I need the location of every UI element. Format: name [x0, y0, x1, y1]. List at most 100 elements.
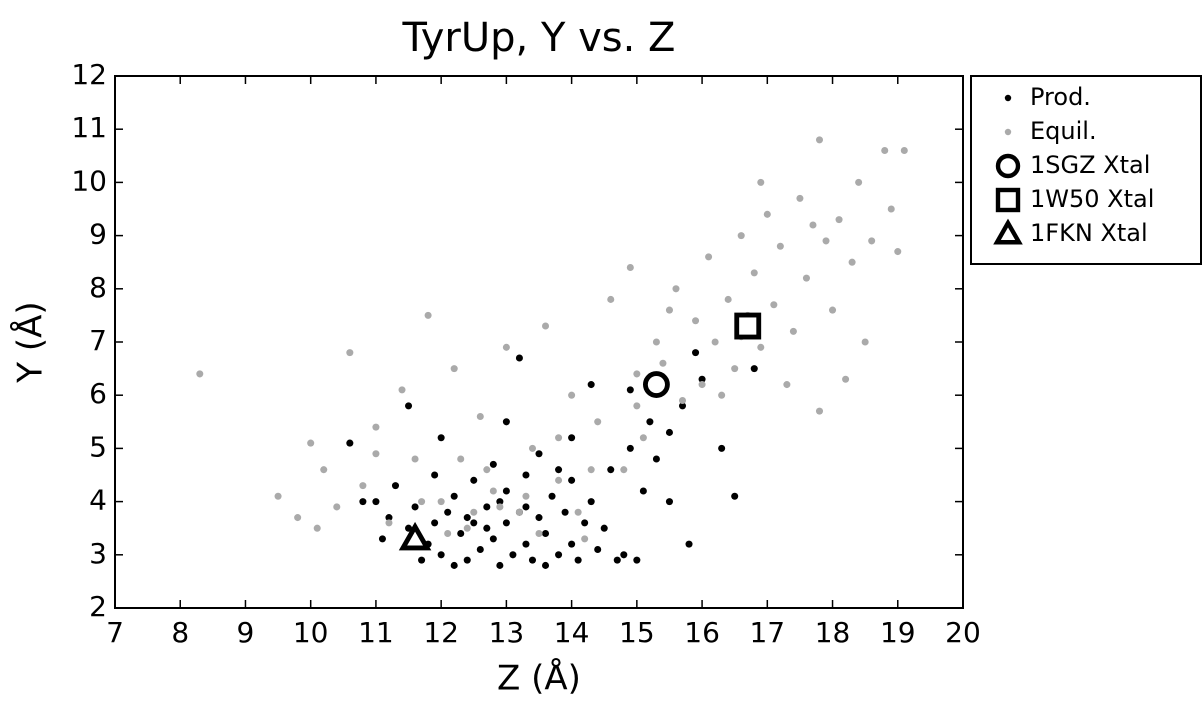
- point: [646, 418, 654, 426]
- point: [431, 519, 439, 527]
- point: [489, 535, 497, 543]
- point: [535, 514, 543, 522]
- point: [698, 381, 706, 389]
- y-tick-label: 7: [89, 324, 107, 357]
- point: [535, 530, 543, 538]
- point: [437, 551, 445, 559]
- point: [665, 498, 673, 506]
- point: [398, 386, 406, 394]
- x-tick-label: 16: [684, 616, 720, 649]
- x-tick-label: 14: [554, 616, 590, 649]
- legend-label: 1W50 Xtal: [1030, 185, 1154, 213]
- point: [372, 423, 380, 431]
- point: [424, 311, 432, 319]
- point: [685, 540, 693, 548]
- point: [796, 194, 804, 202]
- y-tick-label: 4: [89, 484, 107, 517]
- point: [391, 482, 400, 490]
- point: [783, 381, 791, 389]
- point: [385, 519, 393, 527]
- x-tick-label: 7: [106, 616, 124, 649]
- point: [620, 551, 628, 559]
- point: [515, 508, 523, 516]
- x-tick-label: 19: [880, 616, 916, 649]
- point: [515, 354, 523, 362]
- x-tick-label: 20: [945, 616, 981, 649]
- point: [855, 178, 863, 186]
- point: [522, 471, 530, 479]
- point: [405, 524, 413, 532]
- point: [770, 301, 778, 309]
- legend-marker: [1004, 94, 1012, 102]
- point: [581, 535, 589, 543]
- point: [763, 210, 771, 218]
- point: [705, 253, 713, 261]
- point: [568, 476, 576, 484]
- point: [333, 503, 341, 511]
- point: [829, 306, 837, 314]
- chart-title: TyrUp, Y vs. Z: [402, 15, 676, 61]
- x-tick-label: 12: [423, 616, 459, 649]
- point: [457, 455, 465, 463]
- x-tick-label: 9: [237, 616, 255, 649]
- point: [574, 556, 582, 564]
- y-tick-label: 2: [89, 590, 107, 623]
- point: [574, 508, 582, 516]
- point: [470, 508, 478, 516]
- point: [555, 551, 563, 559]
- point: [411, 503, 419, 511]
- point: [607, 295, 615, 303]
- y-tick-label: 10: [71, 164, 107, 197]
- point: [900, 146, 908, 154]
- point: [320, 466, 328, 474]
- point: [594, 545, 602, 553]
- point: [542, 530, 550, 538]
- point: [378, 535, 386, 543]
- point: [568, 540, 576, 548]
- point: [659, 359, 667, 367]
- x-tick-label: 17: [749, 616, 785, 649]
- point: [894, 248, 902, 256]
- point: [346, 439, 354, 447]
- point: [639, 487, 647, 495]
- point: [489, 460, 497, 468]
- point: [496, 503, 504, 511]
- point: [718, 444, 726, 452]
- point: [639, 434, 647, 442]
- point: [678, 397, 687, 405]
- point: [887, 205, 895, 213]
- point: [581, 519, 589, 527]
- point: [718, 391, 726, 399]
- point: [568, 434, 576, 442]
- point: [470, 519, 478, 527]
- y-tick-label: 8: [89, 271, 107, 304]
- point: [698, 375, 706, 383]
- point: [731, 492, 739, 500]
- point: [313, 524, 321, 532]
- point: [528, 444, 536, 452]
- point: [502, 487, 510, 495]
- point: [555, 476, 563, 484]
- point: [463, 524, 471, 532]
- point: [665, 306, 673, 314]
- point: [561, 508, 569, 516]
- legend-label: 1SGZ Xtal: [1030, 151, 1150, 179]
- point: [711, 338, 719, 346]
- point: [626, 444, 634, 452]
- marker: [642, 371, 670, 398]
- point: [652, 338, 660, 346]
- point: [418, 498, 426, 506]
- point: [450, 561, 458, 569]
- point: [789, 327, 797, 335]
- point: [463, 556, 471, 564]
- point: [437, 498, 445, 506]
- point: [437, 434, 445, 442]
- point: [724, 295, 732, 303]
- point: [620, 466, 628, 474]
- point: [802, 274, 810, 282]
- point: [555, 434, 563, 442]
- point: [307, 439, 315, 447]
- point: [405, 402, 413, 410]
- point: [861, 338, 869, 346]
- point: [522, 503, 530, 511]
